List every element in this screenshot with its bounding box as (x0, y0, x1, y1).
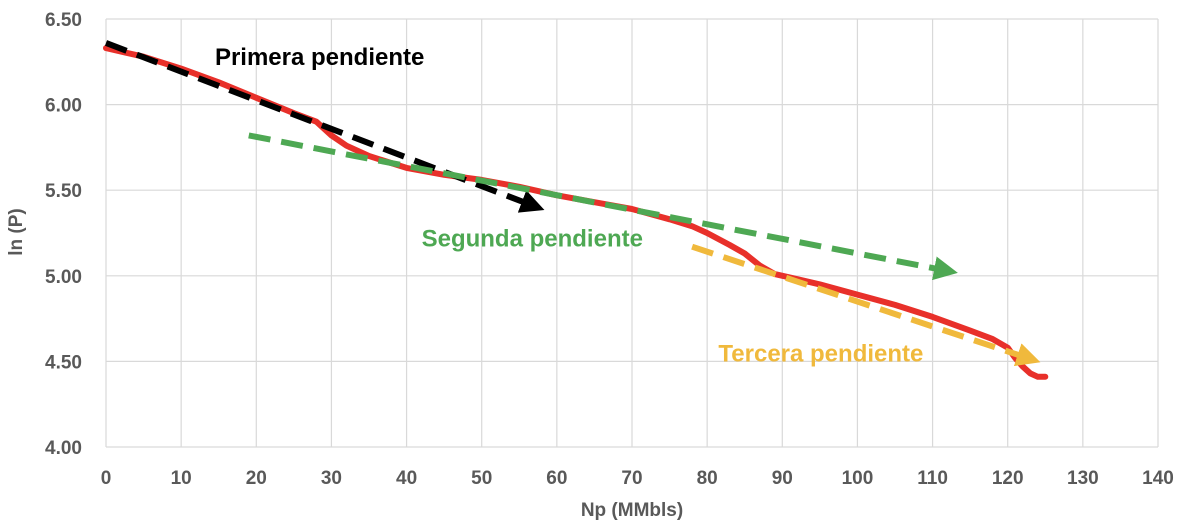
x-tick-label: 60 (546, 468, 567, 489)
grid-lines (105, 18, 1159, 448)
annotations: Primera pendiente Segunda pendiente Tercer… (215, 44, 923, 367)
y-tick-label: 4.00 (45, 438, 82, 459)
x-tick-label: 100 (842, 468, 874, 489)
x-tick-label: 50 (471, 468, 492, 489)
x-tick-label: 0 (101, 468, 112, 489)
trend-arrow (248, 132, 958, 281)
x-tick-label: 120 (992, 468, 1024, 489)
y-tick-label: 5.50 (45, 181, 82, 202)
x-tick-label: 10 (171, 468, 192, 489)
trend-arrow (691, 243, 1041, 367)
x-tick-label: 110 (917, 468, 948, 489)
annotation-label: Tercera pendiente (718, 340, 923, 367)
x-tick-label: 90 (772, 468, 793, 489)
y-axis-title: ln (P) (6, 208, 27, 256)
x-tick-label: 20 (246, 468, 267, 489)
y-tick-label: 6.00 (45, 96, 82, 117)
y-tick-label: 5.00 (45, 267, 82, 288)
y-tick-label: 6.50 (45, 10, 82, 31)
x-axis-title: Np (MMbls) (581, 500, 683, 521)
annotation-label: Segunda pendiente (422, 226, 643, 253)
annotation-label: Primera pendiente (215, 44, 424, 71)
x-tick-label: 40 (396, 468, 417, 489)
tick-labels: 0 10 20 30 40 50 60 70 80 90 100 110 120 130 140 4.00 4.… (45, 10, 1174, 489)
x-tick-label: 80 (697, 468, 718, 489)
data-series-line (103, 45, 1049, 380)
y-tick-label: 4.50 (45, 352, 82, 373)
x-tick-label: 130 (1067, 468, 1099, 489)
x-tick-label: 140 (1142, 468, 1174, 489)
trend-arrows (104, 40, 1041, 367)
x-tick-label: 30 (321, 468, 342, 489)
data-series (103, 45, 1049, 380)
x-tick-label: 70 (621, 468, 642, 489)
